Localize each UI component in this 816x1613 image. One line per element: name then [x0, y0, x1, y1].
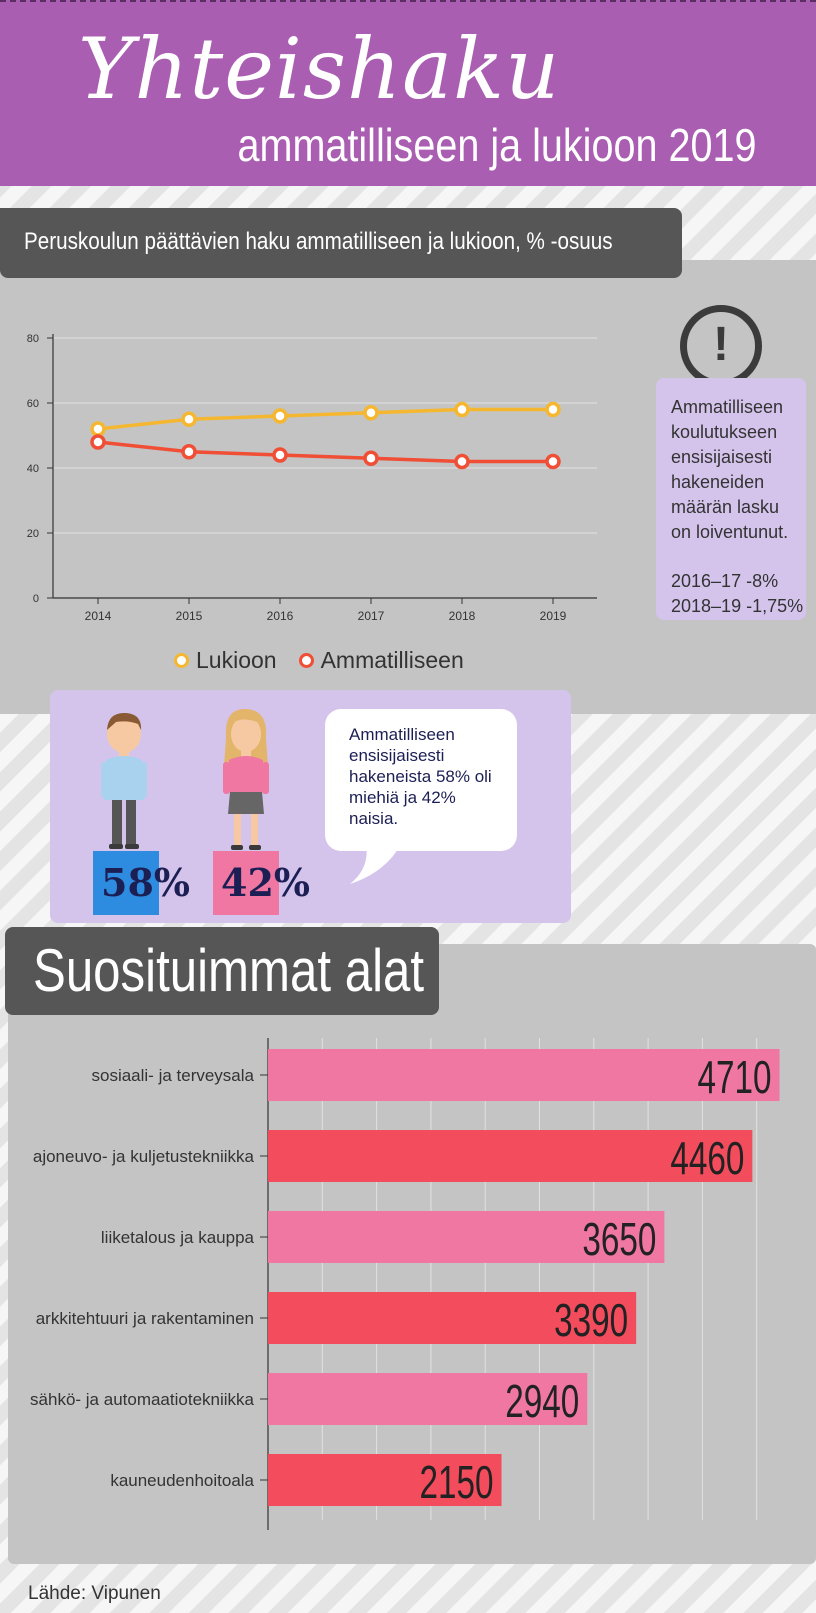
bar-category-label-3: liiketalous ja kauppa	[101, 1228, 255, 1247]
female-percentage: 42%	[213, 851, 310, 915]
alert-text: Ammatilliseen koulutukseen ensisijaisest…	[671, 397, 789, 542]
data-point-lukioon-2018	[454, 401, 470, 418]
line-chart-title-text: Peruskoulun päättävien haku ammatillisee…	[24, 228, 613, 255]
series-line-lukioon	[97, 407, 553, 431]
y-tick-label-80: 80	[27, 333, 39, 345]
legend-item-lukioon: Lukioon	[174, 647, 277, 674]
page-subtitle: ammatilliseen ja lukioon 2019	[237, 119, 756, 171]
data-point-ammatilliseen-2017	[363, 450, 379, 466]
data-point-ammatilliseen-2014	[90, 434, 106, 450]
bar-chart-title-text: Suosituimmat alat	[33, 937, 425, 1004]
female-person-icon	[223, 708, 269, 850]
legend-item-ammatilliseen: Ammatilliseen	[298, 647, 464, 674]
bar-value-label-6: 2150	[419, 1456, 493, 1508]
bar-value-label-4: 3390	[554, 1294, 628, 1346]
bar-6	[268, 1454, 502, 1506]
bar-value-label-1: 4710	[698, 1051, 772, 1103]
y-tick-label-0: 0	[33, 593, 39, 605]
legend-label-lukioon: Lukioon	[196, 647, 277, 673]
male-person-icon	[101, 712, 147, 849]
speech-bubble-tail	[350, 844, 401, 884]
x-tick-label-2015: 2015	[176, 609, 203, 620]
line-chart-title: Peruskoulun päättävien haku ammatillisee…	[0, 208, 682, 278]
female-percentage-text: 42%	[221, 860, 310, 905]
y-tick-label-40: 40	[27, 463, 39, 475]
bar-2	[268, 1130, 753, 1182]
data-point-lukioon-2015	[181, 411, 197, 427]
bar-value-label-2: 4460	[670, 1132, 744, 1184]
data-point-ammatilliseen-2018	[454, 453, 470, 470]
alert-box: Ammatilliseen koulutukseen ensisijaisest…	[656, 378, 806, 620]
speech-bubble-text: Ammatilliseen ensisijaisesti hakeneista …	[349, 725, 492, 828]
alert-stat-2018-19: 2018–19 -1,75%	[671, 596, 804, 616]
page-title: Yhteishaku	[78, 20, 561, 118]
header-banner: Yhteishaku ammatilliseen ja lukioon 2019	[0, 0, 816, 186]
data-point-lukioon-2019	[545, 401, 561, 418]
bar-category-label-2: ajoneuvo- ja kuljetustekniikka	[33, 1147, 255, 1166]
bar-category-label-5: sähkö- ja automaatiotekniikka	[30, 1390, 255, 1409]
male-percentage: 58%	[93, 851, 190, 915]
bar-1	[268, 1049, 780, 1101]
x-tick-label-2018: 2018	[449, 609, 476, 620]
bar-5	[268, 1373, 588, 1425]
bar-category-label-1: sosiaali- ja terveysala	[91, 1066, 254, 1085]
y-tick-label-60: 60	[27, 398, 39, 410]
bar-chart-title: Suosituimmat alat	[5, 927, 439, 1015]
line-chart: 0 20 40 60 80 2014 2015 2016 2017 2018 2019	[27, 333, 597, 620]
bar-category-label-4: arkkitehtuuri ja rakentaminen	[36, 1309, 254, 1328]
bar-value-label-3: 3650	[582, 1213, 656, 1265]
x-tick-label-2014: 2014	[85, 609, 112, 620]
data-point-lukioon-2016	[272, 408, 288, 424]
bar-value-label-5: 2940	[505, 1375, 579, 1427]
data-point-lukioon-2014	[90, 421, 106, 437]
exclamation-icon: !	[680, 305, 762, 387]
y-tick-label-20: 20	[27, 528, 39, 540]
x-tick-label-2019: 2019	[540, 609, 567, 620]
speech-bubble: Ammatilliseen ensisijaisesti hakeneista …	[325, 709, 517, 851]
bar-chart: sosiaali- ja terveysala 4710 ajoneuvo- ja …	[30, 1038, 780, 1530]
bar-4	[268, 1292, 637, 1344]
male-swatch	[93, 851, 159, 915]
alert-stat-2016-17: 2016–17 -8%	[671, 571, 779, 591]
data-point-lukioon-2017	[363, 405, 379, 421]
source-note: Lähde: Vipunen	[28, 1583, 161, 1604]
bar-category-label-6: kauneudenhoitoala	[110, 1471, 254, 1490]
x-tick-label-2017: 2017	[358, 609, 385, 620]
legend-marker-lukioon	[174, 653, 189, 668]
legend-label-ammatilliseen: Ammatilliseen	[320, 647, 464, 673]
data-point-ammatilliseen-2015	[181, 444, 197, 460]
data-point-ammatilliseen-2016	[272, 447, 288, 463]
x-tick-label-2016: 2016	[267, 609, 294, 620]
line-chart-legend: Lukioon Ammatilliseen	[174, 647, 464, 674]
legend-marker-ammatilliseen	[298, 653, 314, 668]
bar-3	[268, 1211, 665, 1263]
female-swatch	[213, 851, 279, 915]
male-percentage-text: 58%	[101, 860, 190, 905]
data-point-ammatilliseen-2019	[545, 453, 561, 470]
series-line-ammatilliseen	[97, 440, 553, 464]
